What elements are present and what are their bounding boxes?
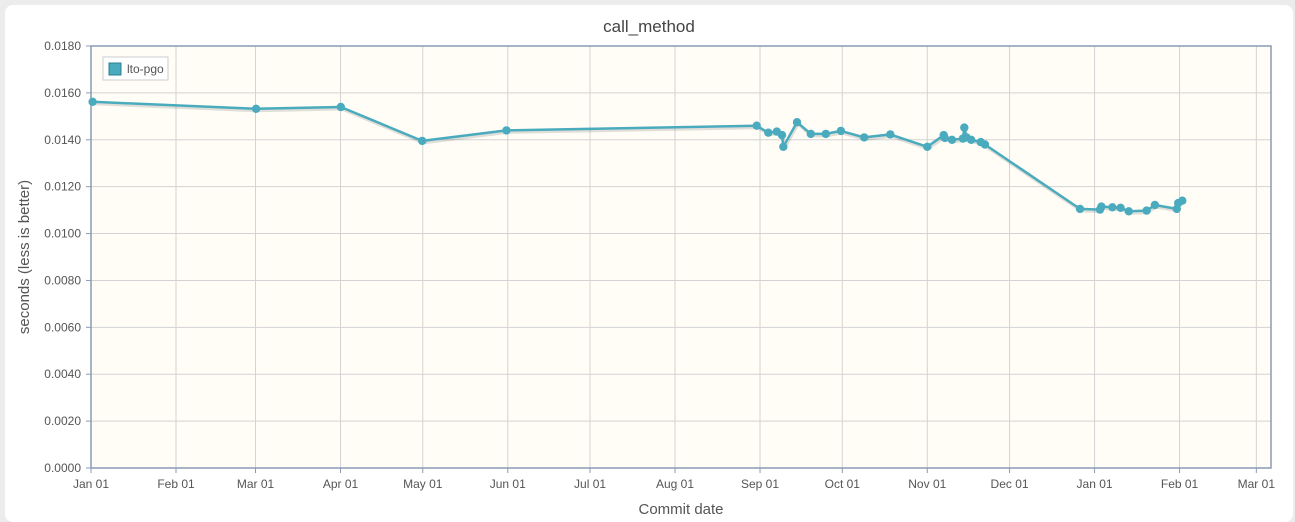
x-tick-label: Aug 01 [656,477,694,491]
x-tick-label: Apr 01 [323,477,359,491]
y-axis-title: seconds (less is better) [16,180,33,334]
y-tick-label: 0.0160 [44,86,81,100]
legend-label: lto-pgo [127,62,164,76]
data-point[interactable] [1142,206,1151,215]
axis-ticks: Jan 01 Feb 01 Mar 01 Apr 01 May 01 Jun 01 Jul … [44,39,1275,491]
data-point[interactable] [1108,203,1117,212]
chart-title: call_method [603,17,695,36]
data-point[interactable] [947,135,957,144]
data-point[interactable] [336,102,345,112]
y-tick-label: 0.0000 [44,461,81,475]
data-point[interactable] [940,133,949,143]
series-layer [88,97,1187,216]
data-point[interactable] [960,123,969,132]
data-point[interactable] [1150,200,1160,210]
data-point[interactable] [779,142,788,151]
data-point[interactable] [886,130,895,139]
data-point[interactable] [1124,207,1134,216]
x-axis-title: Commit date [638,501,723,518]
x-tick-label: Jan 01 [1077,477,1113,491]
x-tick-label: May 01 [403,477,443,491]
plot-frame [90,45,1272,469]
data-point[interactable] [777,130,787,140]
x-tick-label: Jun 01 [490,477,526,491]
grid-lines [91,46,1271,468]
data-point[interactable] [752,121,761,130]
data-point[interactable] [967,135,976,144]
x-tick-label: Sep 01 [741,477,779,491]
data-point[interactable] [980,140,990,149]
data-point[interactable] [418,136,427,146]
data-point[interactable] [836,126,846,136]
x-tick-label: Nov 01 [908,477,946,491]
plot-area [91,46,1271,468]
y-tick-label: 0.0060 [44,320,81,334]
data-point[interactable] [88,97,97,107]
data-point[interactable] [1178,196,1187,205]
x-tick-label: Dec 01 [991,477,1029,491]
y-tick-label: 0.0140 [44,133,81,147]
x-tick-label: Mar 01 [1238,477,1276,491]
data-point[interactable] [1075,204,1085,214]
data-point[interactable] [764,128,773,137]
data-point[interactable] [251,104,261,114]
data-point[interactable] [806,129,815,139]
y-tick-label: 0.0080 [44,273,81,287]
x-tick-label: Feb 01 [157,477,195,491]
y-tick-label: 0.0100 [44,227,81,241]
data-point[interactable] [821,129,830,139]
legend: lto-pgo [102,56,169,81]
y-tick-label: 0.0040 [44,367,81,381]
data-point[interactable] [792,118,802,127]
data-point[interactable] [1097,202,1106,211]
x-tick-label: Jan 01 [73,477,109,491]
data-point[interactable] [1116,203,1125,212]
y-tick-label: 0.0020 [44,414,81,428]
y-tick-label: 0.0180 [44,39,81,53]
legend-swatch [108,62,122,76]
x-tick-label: Oct 01 [825,477,861,491]
x-tick-label: Mar 01 [237,477,275,491]
x-tick-label: Feb 01 [1161,477,1199,491]
data-point[interactable] [502,126,511,135]
y-tick-label: 0.0120 [44,180,81,194]
x-tick-label: Jul 01 [574,477,606,491]
data-point[interactable] [923,142,932,151]
data-point[interactable] [860,133,869,142]
